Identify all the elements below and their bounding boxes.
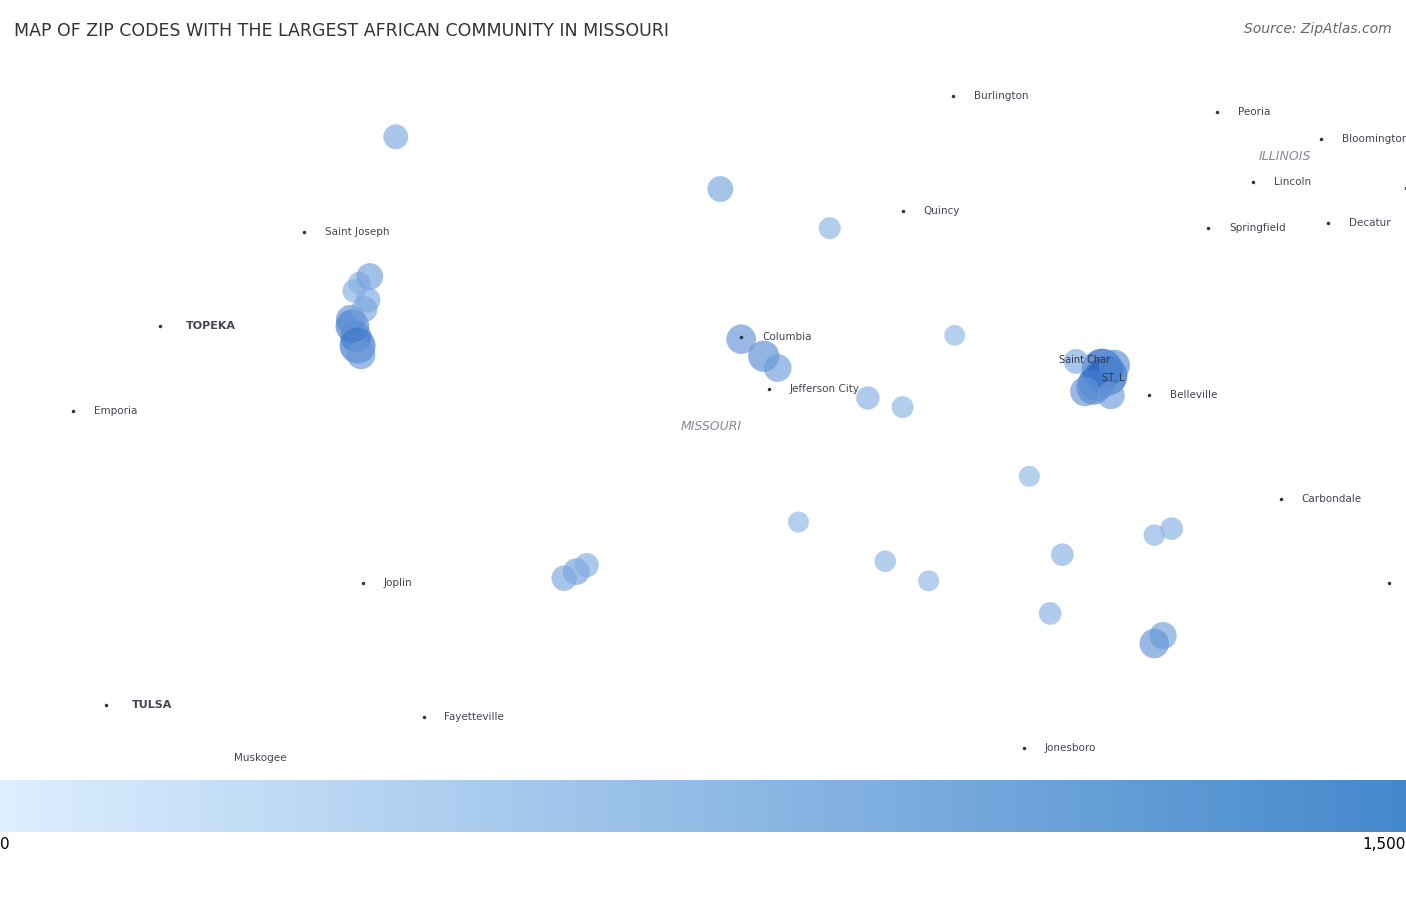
Text: MISSOURI: MISSOURI: [681, 420, 742, 433]
Point: [1143, 528, 1166, 542]
Point: [730, 332, 752, 346]
Point: [1104, 358, 1126, 372]
Text: Fayetteville: Fayetteville: [444, 712, 505, 722]
Point: [1097, 369, 1119, 383]
Point: [766, 360, 789, 375]
Point: [1099, 388, 1122, 403]
Point: [339, 313, 361, 327]
Text: Bloomington: Bloomington: [1341, 135, 1406, 145]
Point: [1018, 469, 1040, 484]
Point: [875, 554, 897, 568]
Point: [1091, 362, 1114, 377]
Point: [1083, 380, 1105, 395]
Point: [1152, 628, 1174, 643]
Point: [344, 329, 367, 343]
Point: [1143, 636, 1166, 651]
Point: [357, 293, 380, 307]
Point: [1085, 375, 1108, 389]
Text: Jonesboro: Jonesboro: [1045, 743, 1097, 753]
Point: [1039, 606, 1062, 620]
Text: Lincoln: Lincoln: [1274, 177, 1312, 188]
Text: TULSA: TULSA: [132, 699, 173, 710]
Point: [384, 129, 406, 144]
Point: [1064, 354, 1087, 369]
Text: Belleville: Belleville: [1170, 390, 1218, 400]
Text: Springfield: Springfield: [1229, 223, 1285, 233]
Point: [575, 558, 598, 573]
Point: [891, 400, 914, 414]
Point: [787, 515, 810, 530]
Text: Muskogee: Muskogee: [235, 753, 287, 763]
Text: Joplin: Joplin: [384, 578, 412, 589]
Text: Burlington: Burlington: [974, 92, 1028, 102]
Text: Emporia: Emporia: [94, 406, 138, 416]
Text: Quincy: Quincy: [924, 206, 960, 217]
Point: [752, 349, 775, 363]
Point: [709, 182, 731, 196]
Text: Jefferson City: Jefferson City: [790, 384, 860, 394]
Point: [343, 284, 366, 298]
Text: ST. L: ST. L: [1102, 373, 1125, 383]
Text: Decatur: Decatur: [1348, 218, 1391, 228]
Point: [346, 339, 368, 353]
Point: [1074, 384, 1097, 398]
Point: [818, 221, 841, 236]
Point: [342, 319, 364, 334]
Point: [349, 276, 371, 290]
Point: [565, 565, 588, 579]
Point: [553, 571, 575, 585]
Text: Carbondale: Carbondale: [1302, 494, 1362, 503]
Text: MAP OF ZIP CODES WITH THE LARGEST AFRICAN COMMUNITY IN MISSOURI: MAP OF ZIP CODES WITH THE LARGEST AFRICA…: [14, 22, 669, 40]
Text: Peoria: Peoria: [1237, 107, 1270, 117]
Point: [1160, 521, 1182, 536]
Text: ILLINOIS: ILLINOIS: [1258, 150, 1310, 163]
Point: [917, 574, 939, 588]
Point: [350, 348, 373, 362]
Text: Columbia: Columbia: [762, 332, 811, 342]
Text: Saint Char: Saint Char: [1059, 355, 1109, 365]
Text: TOPEKA: TOPEKA: [186, 321, 236, 331]
Point: [1052, 547, 1074, 562]
Text: Source: ZipAtlas.com: Source: ZipAtlas.com: [1244, 22, 1392, 37]
Text: Saint Joseph: Saint Joseph: [325, 227, 389, 237]
Point: [359, 270, 381, 284]
Point: [353, 302, 375, 316]
Point: [943, 328, 966, 343]
Point: [856, 391, 879, 405]
